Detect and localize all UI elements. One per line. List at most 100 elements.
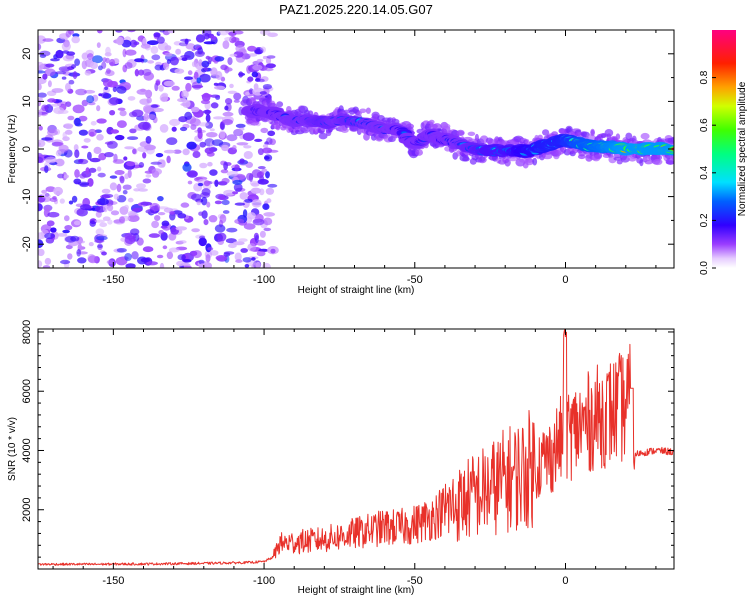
noise-cell bbox=[210, 35, 217, 41]
noise-cell bbox=[74, 58, 80, 66]
noise-cell bbox=[203, 219, 209, 226]
noise-cell bbox=[263, 227, 272, 232]
noise-cell bbox=[185, 82, 192, 92]
noise-cell bbox=[258, 78, 265, 83]
noise-cell bbox=[117, 107, 126, 111]
noise-cell bbox=[180, 102, 190, 107]
ridge-halo-cell bbox=[577, 154, 586, 160]
noise-cell bbox=[231, 37, 240, 43]
noise-cell bbox=[104, 86, 109, 91]
noise-cell bbox=[201, 210, 208, 219]
noise-cell bbox=[80, 204, 92, 211]
noise-cell bbox=[245, 91, 250, 96]
y-tick-label: -20 bbox=[21, 236, 33, 252]
ridge-halo-cell bbox=[653, 154, 663, 161]
noise-cell bbox=[124, 235, 136, 245]
noise-cell bbox=[142, 246, 154, 253]
noise-cell bbox=[138, 162, 145, 168]
noise-cell bbox=[99, 222, 108, 228]
noise-cell bbox=[160, 225, 168, 229]
noise-cell bbox=[222, 111, 234, 117]
noise-cell bbox=[247, 212, 256, 220]
noise-cell bbox=[262, 144, 269, 149]
noise-cell bbox=[249, 180, 259, 186]
colorbar-tick-label: 0.0 bbox=[699, 261, 710, 275]
noise-cell bbox=[160, 159, 166, 168]
noise-cell bbox=[235, 123, 246, 128]
noise-cell bbox=[84, 70, 92, 76]
noise-cell bbox=[90, 62, 98, 69]
noise-cell bbox=[116, 86, 127, 94]
colorbar-title: Normalized spectral amplitude bbox=[737, 81, 748, 216]
noise-cell bbox=[106, 259, 115, 265]
noise-cell bbox=[96, 134, 104, 141]
noise-cell bbox=[145, 174, 152, 178]
noise-cell bbox=[134, 58, 144, 63]
noise-cell bbox=[175, 226, 188, 231]
ridge-halo-cell bbox=[644, 160, 653, 165]
noise-cell bbox=[227, 90, 237, 95]
noise-cell bbox=[64, 124, 73, 130]
noise-cell bbox=[67, 115, 75, 121]
noise-cell bbox=[229, 83, 234, 89]
noise-cell bbox=[150, 161, 162, 165]
noise-cell bbox=[145, 136, 152, 144]
noise-cell bbox=[92, 55, 103, 64]
noise-cell bbox=[222, 119, 233, 126]
noise-cell bbox=[55, 142, 64, 146]
noise-cell bbox=[240, 248, 248, 253]
noise-cell bbox=[262, 262, 271, 268]
noise-cell bbox=[181, 57, 188, 61]
noise-cell bbox=[263, 212, 276, 217]
noise-cell bbox=[119, 216, 125, 224]
y-tick-label: 10 bbox=[21, 95, 33, 107]
noise-cell bbox=[64, 129, 73, 135]
noise-cell bbox=[140, 201, 153, 206]
noise-cell bbox=[156, 254, 164, 259]
noise-cell bbox=[209, 250, 219, 256]
noise-cell bbox=[64, 236, 77, 243]
noise-cell bbox=[177, 254, 186, 261]
noise-cell bbox=[73, 178, 82, 185]
ridge-halo-cell bbox=[524, 158, 535, 166]
noise-cell bbox=[44, 165, 49, 174]
noise-cell bbox=[75, 88, 87, 96]
noise-cell bbox=[154, 64, 163, 71]
noise-cell bbox=[191, 81, 203, 90]
noise-cell bbox=[251, 199, 262, 208]
noise-cell bbox=[267, 183, 278, 188]
ridge-halo-cell bbox=[620, 156, 630, 163]
noise-cell bbox=[247, 76, 254, 82]
noise-cell bbox=[112, 86, 117, 93]
noise-cell bbox=[262, 84, 272, 90]
noise-cell bbox=[100, 92, 110, 99]
noise-cell bbox=[186, 141, 197, 150]
noise-cell bbox=[55, 71, 67, 75]
noise-cell bbox=[38, 92, 47, 98]
noise-cell bbox=[251, 257, 256, 261]
noise-cell bbox=[41, 189, 47, 194]
noise-cell bbox=[64, 225, 73, 231]
y-tick-label: 4000 bbox=[21, 438, 33, 462]
noise-cell bbox=[159, 30, 165, 33]
x-tick-label: -100 bbox=[253, 274, 275, 286]
noise-cell bbox=[107, 204, 114, 212]
noise-cell bbox=[153, 32, 161, 38]
noise-cell bbox=[264, 154, 273, 162]
noise-cell bbox=[250, 187, 262, 194]
noise-cell bbox=[198, 59, 203, 67]
colorbar-gradient bbox=[712, 30, 736, 268]
noise-cell bbox=[262, 147, 273, 154]
noise-cell bbox=[44, 68, 56, 77]
noise-cell bbox=[180, 202, 190, 208]
noise-cell bbox=[62, 55, 74, 62]
noise-cell bbox=[172, 210, 183, 215]
noise-cell bbox=[205, 114, 211, 123]
noise-cell bbox=[267, 32, 278, 38]
noise-cell bbox=[61, 76, 67, 80]
noise-cell bbox=[89, 157, 101, 163]
noise-cell bbox=[203, 180, 211, 187]
noise-cell bbox=[58, 144, 69, 152]
noise-cell bbox=[140, 43, 151, 49]
noise-cell bbox=[62, 229, 70, 234]
